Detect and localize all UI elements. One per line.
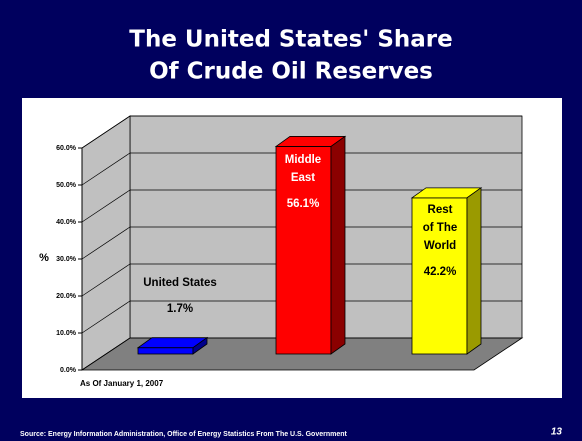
category-label: United States (143, 277, 217, 289)
bar-side (192, 336, 208, 355)
y-tick-label: 30.0% (56, 256, 77, 263)
category-label: East (291, 172, 315, 184)
y-tick-label: 20.0% (56, 293, 77, 300)
bar (137, 347, 194, 355)
grid-line (81, 337, 522, 371)
category-label: World (424, 240, 456, 252)
y-tick-label: 60.0% (56, 145, 77, 152)
bar (411, 197, 468, 355)
note: As Of January 1, 2007 (80, 379, 164, 388)
grid-line (81, 189, 522, 223)
value-label: 42.2% (424, 266, 457, 278)
grid-line (81, 226, 522, 260)
y-tick-label: 10.0% (56, 330, 77, 337)
value-label: 56.1% (287, 198, 320, 210)
grid-line (81, 300, 522, 334)
bar (275, 146, 332, 355)
bar-side (330, 135, 346, 355)
grid-line (81, 152, 522, 186)
value-label: 1.7% (167, 303, 193, 315)
page-number: 13 (551, 427, 563, 438)
title-line: Of Crude Oil Reserves (149, 59, 433, 85)
source: Source: Energy Information Administratio… (20, 431, 348, 438)
category-label: of The (423, 222, 458, 234)
category-label: Rest (428, 204, 453, 216)
grid-line (81, 115, 522, 149)
y-axis-label: % (39, 252, 49, 264)
grid-line (81, 263, 522, 297)
title-line: The United States' Share (129, 27, 452, 53)
y-tick-label: 50.0% (56, 182, 77, 189)
category-label: Middle (285, 154, 321, 166)
bar-side (466, 187, 482, 355)
y-tick-label: 40.0% (56, 219, 77, 226)
y-tick-label: 0.0% (60, 367, 77, 374)
